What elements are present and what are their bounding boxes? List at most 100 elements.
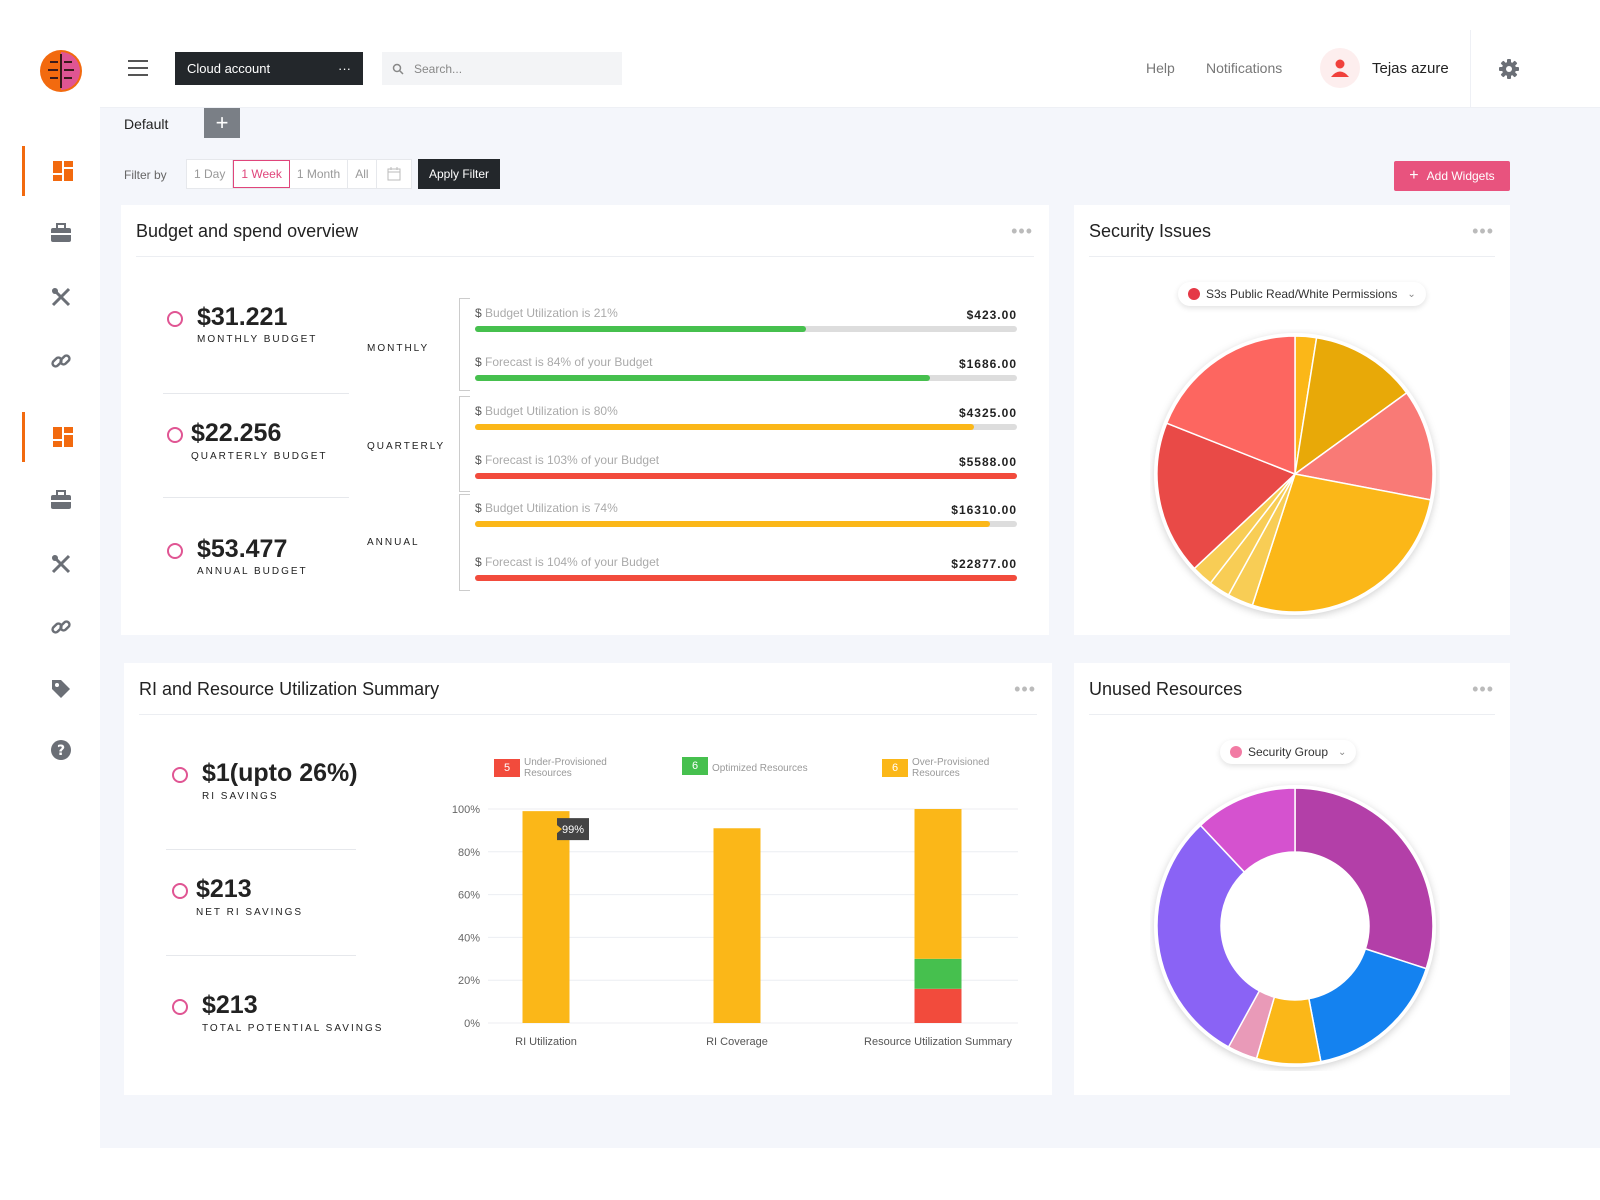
nav-tools[interactable] — [22, 272, 100, 322]
unused-menu-icon[interactable]: ••• — [1472, 679, 1494, 699]
legend-badge: 6 — [682, 757, 708, 775]
dashboard-icon — [52, 161, 73, 181]
period-quarterly: QUARTERLY — [367, 441, 446, 452]
filter-options: 1 Day 1 Week 1 Month All — [186, 159, 412, 189]
filter-all[interactable]: All — [348, 160, 377, 188]
add-widgets-button[interactable]: + Add Widgets — [1394, 161, 1510, 191]
nav-link[interactable] — [22, 336, 100, 386]
divider — [166, 849, 356, 850]
status-dot — [1188, 288, 1200, 300]
period-annual: ANNUAL — [367, 537, 420, 548]
pie-slice-7[interactable] — [1156, 422, 1297, 570]
progress-text: $ Budget Utilization is 80% — [475, 404, 618, 418]
pie-slice-2[interactable] — [1293, 391, 1434, 501]
briefcase-icon — [51, 223, 71, 242]
pie-slice-3[interactable] — [1251, 473, 1432, 613]
kpi-value: $213 — [202, 991, 258, 1019]
bar-0-2[interactable] — [914, 988, 962, 1023]
nav-dashboard[interactable] — [22, 146, 100, 196]
bar-2-1[interactable] — [713, 828, 761, 1023]
divider — [136, 256, 1034, 257]
kpi-label: NET RI SAVINGS — [196, 907, 304, 918]
divider — [1089, 714, 1495, 715]
progress-track — [475, 326, 1017, 332]
apply-filter-button[interactable]: Apply Filter — [418, 159, 501, 189]
progress-text: $ Forecast is 84% of your Budget — [475, 355, 653, 369]
kpi-value: $31.221 — [197, 303, 288, 331]
bar-1-2[interactable] — [914, 958, 962, 989]
nav-dashboard-2[interactable] — [22, 412, 100, 462]
progress-fill — [475, 424, 974, 430]
progress-amount: $1686.00 — [958, 357, 1017, 371]
progress-amount: $16310.00 — [951, 503, 1017, 517]
x-tick-label: RI Utilization — [515, 1036, 577, 1048]
nav-tools-2[interactable] — [22, 539, 100, 589]
y-tick-label: 40% — [458, 932, 480, 944]
progress-fill — [475, 575, 1017, 581]
tab-default[interactable]: Default — [124, 116, 169, 132]
kpi-label: MONTHLY BUDGET — [197, 334, 318, 345]
progress-amount: $22877.00 — [951, 557, 1017, 571]
menu-icon[interactable] — [128, 60, 148, 76]
bracket-annual — [459, 494, 471, 591]
avatar — [1320, 48, 1360, 88]
kpi-value: $213 — [196, 875, 252, 903]
user-name: Tejas azure — [1372, 59, 1449, 77]
pie-slice-8[interactable] — [1165, 335, 1296, 476]
kpi-label: TOTAL POTENTIAL SAVINGS — [202, 1023, 384, 1034]
legend-over-provisioned: 6 Over-Provisioned Resources — [882, 757, 1008, 779]
ring-icon — [167, 543, 183, 559]
main-content: Default + Filter by 1 Day 1 Week 1 Month… — [100, 108, 1600, 1148]
security-filter-dropdown[interactable]: S3s Public Read/White Permissions ⌄ — [1178, 282, 1426, 306]
progress-text: $ Forecast is 104% of your Budget — [475, 555, 660, 569]
ring-icon — [172, 767, 188, 783]
pie-slice-1[interactable] — [1293, 336, 1408, 476]
add-tab-button[interactable]: + — [204, 108, 240, 138]
donut-slice-4[interactable] — [1156, 824, 1261, 1048]
y-tick-label: 80% — [458, 847, 480, 859]
filter-1-month[interactable]: 1 Month — [290, 160, 349, 188]
ri-bar-chart: 0% 20% 40% 60% 80% 100% RI Utilization RI Cover… — [452, 804, 1018, 1048]
help-link[interactable]: Help — [1146, 60, 1175, 76]
nav-briefcase[interactable] — [22, 208, 100, 258]
bar-2-2[interactable] — [914, 809, 962, 959]
search-input[interactable]: Search... — [382, 52, 622, 85]
y-tick-label: 100% — [452, 804, 480, 816]
add-widgets-label: Add Widgets — [1426, 169, 1495, 183]
filter-1-week[interactable]: 1 Week — [233, 160, 290, 188]
cloud-account-selector[interactable]: Cloud account ··· — [175, 52, 363, 85]
dashboard-icon — [52, 427, 73, 447]
donut-slice-0[interactable] — [1294, 787, 1434, 970]
cloud-account-label: Cloud account — [187, 61, 271, 76]
unused-donut-chart — [1154, 785, 1436, 1067]
filter-1-day[interactable]: 1 Day — [187, 160, 234, 188]
notifications-link[interactable]: Notifications — [1206, 60, 1283, 76]
nav-tag[interactable] — [22, 664, 100, 714]
legend-under-provisioned: 5 Under-Provisioned Resources — [494, 757, 624, 779]
nav-help[interactable]: ? — [22, 725, 100, 775]
user-menu[interactable]: Tejas azure — [1320, 48, 1449, 88]
donut-slice-5[interactable] — [1199, 787, 1296, 874]
y-tick-label: 60% — [458, 890, 480, 902]
nav-briefcase-2[interactable] — [22, 475, 100, 525]
ri-menu-icon[interactable]: ••• — [1014, 679, 1036, 699]
resource-type-dropdown[interactable]: Security Group ⌄ — [1220, 740, 1357, 764]
search-icon — [392, 63, 404, 75]
nav-link-2[interactable] — [22, 602, 100, 652]
bar-2-0[interactable] — [522, 811, 570, 1023]
calendar-icon[interactable] — [377, 160, 411, 188]
kpi-label: QUARTERLY BUDGET — [191, 451, 328, 462]
progress-track — [475, 424, 1017, 430]
bar-tooltip: 99% — [557, 818, 589, 841]
dropdown-value: S3s Public Read/White Permissions — [1206, 287, 1398, 301]
ri-card: RI and Resource Utilization Summary ••• … — [124, 663, 1052, 1095]
tools-icon — [51, 554, 71, 574]
security-card: Security Issues ••• S3s Public Read/Whit… — [1074, 205, 1510, 635]
user-icon — [1331, 59, 1349, 77]
kpi-label: RI SAVINGS — [202, 791, 279, 802]
security-menu-icon[interactable]: ••• — [1472, 221, 1494, 241]
gear-icon[interactable] — [1498, 58, 1520, 80]
briefcase-icon — [51, 490, 71, 509]
plus-icon: + — [1409, 167, 1419, 184]
budget-menu-icon[interactable]: ••• — [1011, 221, 1033, 241]
